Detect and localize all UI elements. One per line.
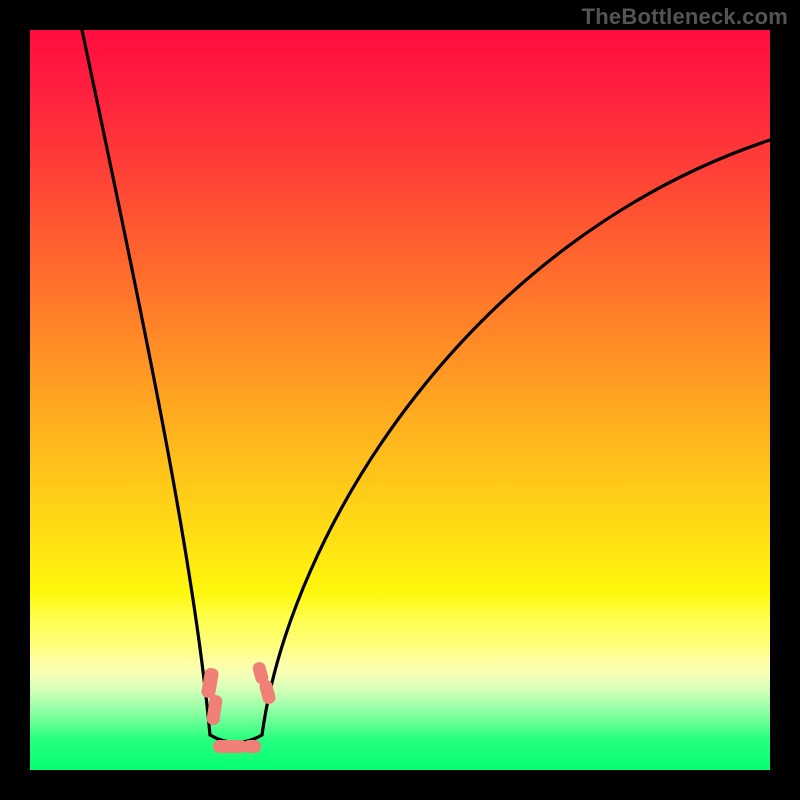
curve-marker	[213, 740, 247, 753]
plot-area	[30, 30, 770, 770]
gradient-plot-svg	[30, 30, 770, 770]
gradient-background	[30, 30, 770, 770]
watermark: TheBottleneck.com	[582, 4, 788, 30]
curve-marker	[243, 740, 261, 753]
chart-frame: TheBottleneck.com	[0, 0, 800, 800]
